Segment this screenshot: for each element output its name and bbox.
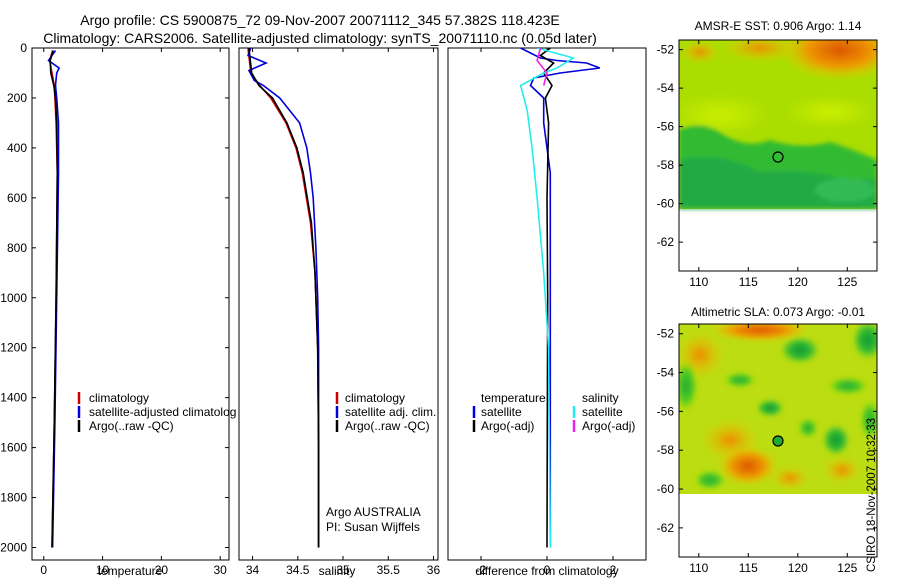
legend-label-climatology: climatology (345, 391, 405, 405)
map-x-tick-label: 110 (689, 561, 708, 575)
map-y-tick-label: -60 (657, 482, 675, 496)
map-x-tick-label: 120 (788, 275, 808, 289)
x-tick-label: -2 (476, 563, 487, 577)
series-line-salinity-argo (536, 48, 548, 86)
depth-tick-label: 0 (20, 41, 27, 55)
map-y-tick-label: -54 (657, 81, 675, 95)
sst-heatmap (679, 40, 877, 209)
legend-label-argo: Argo(..raw -QC) (89, 419, 174, 433)
sst-map-panel: AMSR-E SST: 0.906 Argo: 1.14 110 115 120 12… (657, 19, 878, 289)
temperature-legend: climatology satellite-adjusted climatolo… (77, 391, 236, 433)
temperature-x-ticks: 0 10 20 30 (40, 48, 227, 577)
map-x-tick-label: 125 (837, 275, 857, 289)
legend-label-climatology: climatology (89, 391, 149, 405)
legend-label-temp-argo: Argo(-adj) (481, 419, 534, 433)
series-line-argo (248, 48, 320, 548)
depth-tick-label: 2000 (0, 541, 27, 555)
annotation-argo-australia: Argo AUSTRALIA (326, 505, 421, 519)
salinity-plot-frame (238, 47, 439, 561)
temperature-plot-frame (31, 47, 230, 561)
depth-tick-label: 600 (7, 191, 27, 205)
sst-map-title: AMSR-E SST: 0.906 Argo: 1.14 (695, 19, 862, 33)
difference-series (519, 48, 601, 548)
argo-position-marker (772, 151, 784, 163)
depth-tick-label: 400 (7, 141, 27, 155)
series-line-salinity-satellite (519, 48, 576, 548)
depth-axis: 0 200 400 600 800 1000 1200 1400 1600 1800 2000 (0, 41, 646, 555)
depth-tick-label: 1200 (0, 341, 27, 355)
map-y-tick-label: -62 (657, 521, 675, 535)
sla-map-title: Altimetric SLA: 0.073 Argo: -0.01 (691, 305, 865, 319)
x-tick-label: 34.5 (286, 563, 310, 577)
x-tick-label: 0 (544, 563, 551, 577)
map-y-tick-label: -62 (657, 235, 675, 249)
legend-label-satellite: satellite adj. clim. (345, 405, 436, 419)
map-x-tick-label: 110 (689, 275, 708, 289)
salinity-series (246, 48, 320, 548)
legend-title-salinity: salinity (582, 391, 619, 405)
sla-map-panel: Altimetric SLA: 0.073 Argo: -0.01 (657, 305, 878, 575)
salinity-xlabel: salinity (319, 564, 356, 578)
x-tick-label: 30 (213, 563, 227, 577)
figure-title-line1: Argo profile: CS 5900875_72 09-Nov-2007 … (80, 12, 560, 28)
difference-legend: temperature satellite Argo(-adj) salinit… (472, 391, 635, 433)
temperature-series (47, 50, 61, 548)
sla-map-frame (678, 323, 878, 558)
sst-map-frame (678, 39, 878, 272)
depth-tick-label: 200 (7, 91, 27, 105)
annotation-pi-name: PI: Susan Wijffels (326, 520, 420, 534)
x-tick-label: 0 (40, 563, 47, 577)
x-tick-label: 2 (610, 563, 617, 577)
x-tick-label: 34 (246, 563, 260, 577)
legend-label-argo: Argo(..raw -QC) (345, 419, 430, 433)
figure-title-line2: Climatology: CARS2006. Satellite-adjuste… (43, 30, 597, 46)
map-y-tick-label: -52 (657, 43, 675, 57)
depth-tick-label: 1400 (0, 391, 27, 405)
series-line-argo (49, 50, 59, 548)
map-x-tick-label: 115 (739, 561, 758, 575)
map-y-tick-label: -52 (657, 327, 675, 341)
map-y-tick-label: -56 (657, 120, 675, 134)
depth-tick-label: 800 (7, 241, 27, 255)
depth-tick-label: 1800 (0, 491, 27, 505)
map-y-tick-label: -54 (657, 366, 675, 380)
map-y-tick-label: -58 (657, 443, 675, 457)
map-x-tick-label: 125 (837, 561, 857, 575)
x-tick-label: 35.5 (377, 563, 401, 577)
map-x-tick-label: 115 (739, 275, 758, 289)
legend-label-sal-satellite: satellite (582, 405, 623, 419)
sla-map-ticks: 110 115 120 125 -52 -54 -56 -58 -60 -62 (657, 324, 877, 575)
argo-position-marker (772, 435, 784, 447)
x-tick-label: 36 (427, 563, 441, 577)
depth-tick-label: 1000 (0, 291, 27, 305)
salinity-legend: climatology satellite adj. clim. Argo(..… (335, 391, 436, 433)
x-tick-label: 20 (155, 563, 169, 577)
x-tick-label: 35 (336, 563, 350, 577)
map-y-tick-label: -56 (657, 404, 675, 418)
difference-panel: -2 0 2 difference from climatology tempera… (447, 47, 647, 578)
map-y-tick-label: -58 (657, 158, 675, 172)
sst-map-ticks: 110 115 120 125 -52 -54 -56 -58 -60 -62 (657, 40, 877, 289)
sla-heatmap (679, 324, 877, 494)
legend-label-temp-satellite: satellite (481, 405, 522, 419)
salinity-x-ticks: 34 34.5 35 35.5 36 (246, 48, 441, 577)
legend-label-satellite: satellite-adjusted climatolog (89, 405, 236, 419)
depth-tick-label: 1600 (0, 441, 27, 455)
temperature-xlabel: temperature (98, 564, 163, 578)
difference-xlabel: difference from climatology (475, 564, 618, 578)
timestamp-stamp: CSIRO 18-Nov-2007 10:32:33 (866, 417, 878, 572)
map-x-tick-label: 120 (788, 561, 808, 575)
legend-label-sal-argo: Argo(-adj) (582, 419, 635, 433)
salinity-panel: 34 34.5 35 35.5 36 salinity climatology sate… (238, 47, 441, 578)
x-tick-label: 10 (96, 563, 110, 577)
series-line-satellite (246, 48, 320, 548)
legend-title-temperature: temperature (481, 391, 546, 405)
map-y-tick-label: -60 (657, 197, 675, 211)
